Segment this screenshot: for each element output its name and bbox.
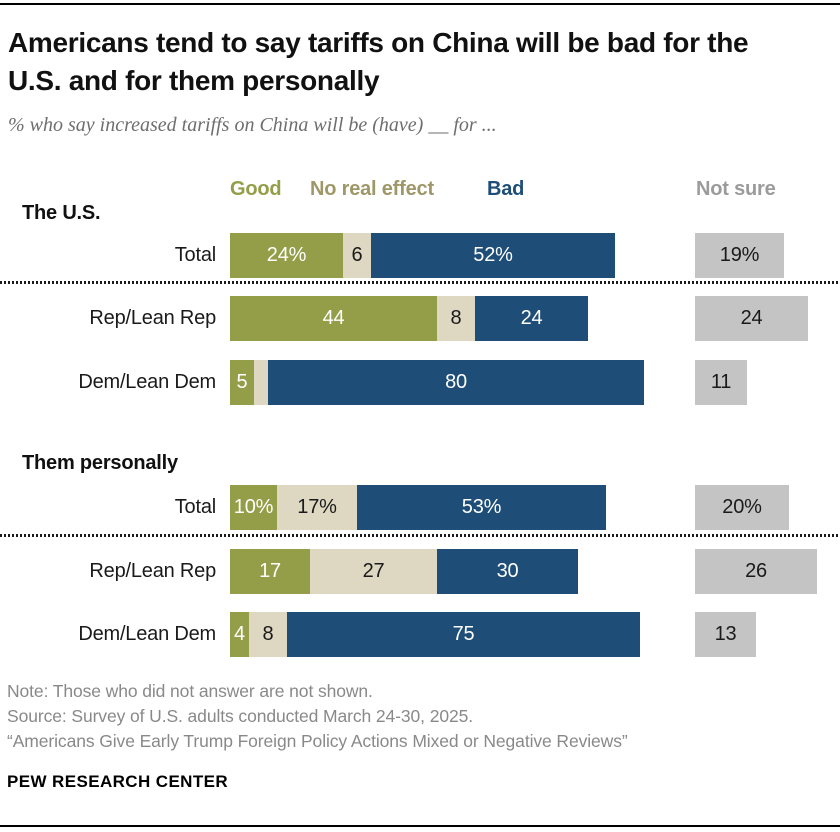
segment-bad: 80: [268, 360, 644, 405]
segment-good: 44: [230, 296, 437, 341]
segment-value-label: 4: [234, 623, 245, 645]
segment-bad: 53%: [357, 485, 606, 530]
segment-bad: 52%: [371, 233, 615, 278]
not-sure-value-label: 26: [745, 560, 767, 582]
footnote-source: Source: Survey of U.S. adults conducted …: [7, 706, 473, 726]
top-rule: [0, 3, 840, 5]
segment-nre: 17%: [277, 485, 357, 530]
segment-good: 24%: [230, 233, 343, 278]
row-label: Dem/Lean Dem: [78, 371, 216, 393]
segment-value-label: 8: [450, 307, 462, 329]
segment-value-label: 24%: [266, 244, 307, 266]
segment-value-label: 8: [262, 623, 274, 645]
segment-value-label: 6: [351, 244, 363, 266]
segment-value-label: 27: [362, 560, 385, 582]
not-sure-box: 24: [695, 296, 808, 341]
dotted-separator: [0, 534, 840, 537]
segment-bad: 24: [475, 296, 588, 341]
footnote-report-title: “Americans Give Early Trump Foreign Poli…: [7, 731, 628, 751]
segment-good: 5: [230, 360, 254, 405]
not-sure-box: 20%: [695, 485, 789, 530]
legend-no-real-effect: No real effect: [310, 178, 434, 200]
section-heading-the-us: The U.S.: [22, 202, 101, 224]
not-sure-value-label: 13: [714, 623, 737, 645]
not-sure-value-label: 11: [710, 371, 732, 393]
bar-row: Total 10% 17% 53% 20%: [0, 485, 840, 530]
segment-value-label: 75: [452, 623, 475, 645]
not-sure-box: 19%: [695, 233, 784, 278]
row-label: Dem/Lean Dem: [78, 623, 216, 645]
segment-value-label: 53%: [461, 496, 502, 518]
not-sure-box: 26: [695, 549, 817, 594]
segment-good: 4: [230, 612, 249, 657]
stacked-bar: 44 8 24: [230, 296, 588, 341]
not-sure-value-label: 20%: [722, 496, 762, 518]
bottom-rule: [0, 825, 840, 827]
footnote-note: Note: Those who did not answer are not s…: [7, 681, 373, 701]
segment-value-label: 17%: [297, 496, 337, 518]
segment-value-label: 80: [445, 371, 467, 393]
legend-not-sure: Not sure: [696, 178, 776, 200]
section-heading-them-personally: Them personally: [22, 452, 178, 474]
dotted-separator: [0, 281, 840, 284]
not-sure-value-label: 19%: [719, 244, 760, 266]
legend-good: Good: [230, 178, 282, 200]
not-sure-value-label: 24: [740, 307, 763, 329]
bar-row: Rep/Lean Rep 44 8 24 24: [0, 296, 840, 341]
bar-row: Dem/Lean Dem 5 80 11: [0, 360, 840, 405]
chart-title: Americans tend to say tariffs on China w…: [8, 27, 749, 96]
chart-subtitle: % who say increased tariffs on China wil…: [8, 114, 497, 136]
row-label: Total: [174, 496, 216, 518]
stacked-bar: 24% 6 52%: [230, 233, 615, 278]
segment-nre: [254, 360, 268, 405]
stacked-bar: 10% 17% 53%: [230, 485, 606, 530]
segment-value-label: 17: [259, 560, 281, 582]
bar-row: Dem/Lean Dem 4 8 75 13: [0, 612, 840, 657]
segment-bad: 30: [437, 549, 578, 594]
not-sure-box: 13: [695, 612, 756, 657]
segment-good: 17: [230, 549, 310, 594]
pew-research-center-wordmark: PEW RESEARCH CENTER: [7, 772, 229, 791]
row-label: Rep/Lean Rep: [89, 560, 216, 582]
segment-nre: 8: [249, 612, 287, 657]
segment-nre: 8: [437, 296, 475, 341]
segment-value-label: 30: [496, 560, 519, 582]
row-label: Total: [174, 244, 216, 266]
segment-value-label: 24: [520, 307, 543, 329]
stacked-bar: 5 80: [230, 360, 644, 405]
row-label: Rep/Lean Rep: [89, 307, 216, 329]
bar-row: Total 24% 6 52% 19%: [0, 233, 840, 278]
legend-bad: Bad: [487, 178, 525, 200]
bar-row: Rep/Lean Rep 17 27 30 26: [0, 549, 840, 594]
segment-value-label: 5: [236, 371, 248, 393]
not-sure-box: 11: [695, 360, 747, 405]
segment-good: 10%: [230, 485, 277, 530]
segment-value-label: 52%: [473, 244, 513, 266]
stacked-bar: 17 27 30: [230, 549, 578, 594]
segment-nre: 27: [310, 549, 437, 594]
segment-value-label: 10%: [233, 496, 274, 518]
stacked-bar: 4 8 75: [230, 612, 640, 657]
segment-value-label: 44: [322, 307, 345, 329]
segment-nre: 6: [343, 233, 371, 278]
segment-bad: 75: [287, 612, 640, 657]
